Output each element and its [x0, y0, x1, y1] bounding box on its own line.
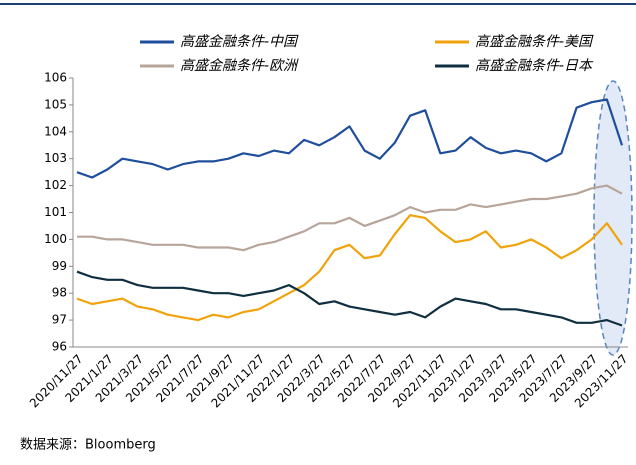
- y-tick-label: 97: [52, 313, 67, 327]
- y-tick-label: 98: [52, 286, 67, 300]
- y-tick-label: 100: [44, 232, 67, 246]
- y-tick-label: 99: [52, 259, 67, 273]
- y-tick-label: 96: [52, 340, 67, 354]
- y-tick-label: 104: [44, 124, 67, 138]
- highlight-ellipse: [593, 80, 633, 356]
- legend-label: 高盛金融条件-中国: [180, 34, 299, 50]
- y-tick-label: 105: [44, 97, 67, 111]
- series-line: [77, 184, 623, 252]
- legend-label: 高盛金融条件-美国: [475, 34, 594, 50]
- y-tick-label: 101: [44, 205, 67, 219]
- source-note: 数据来源：Bloomberg: [20, 438, 156, 453]
- series-line: [76, 98, 624, 179]
- legend-label: 高盛金融条件-欧洲: [180, 58, 299, 74]
- legend-label: 高盛金融条件-日本: [475, 58, 594, 74]
- series-line: [76, 214, 623, 322]
- y-tick-label: 103: [44, 151, 67, 165]
- y-tick-label: 106: [44, 71, 67, 85]
- series-line: [76, 270, 623, 327]
- y-tick-label: 102: [44, 178, 67, 192]
